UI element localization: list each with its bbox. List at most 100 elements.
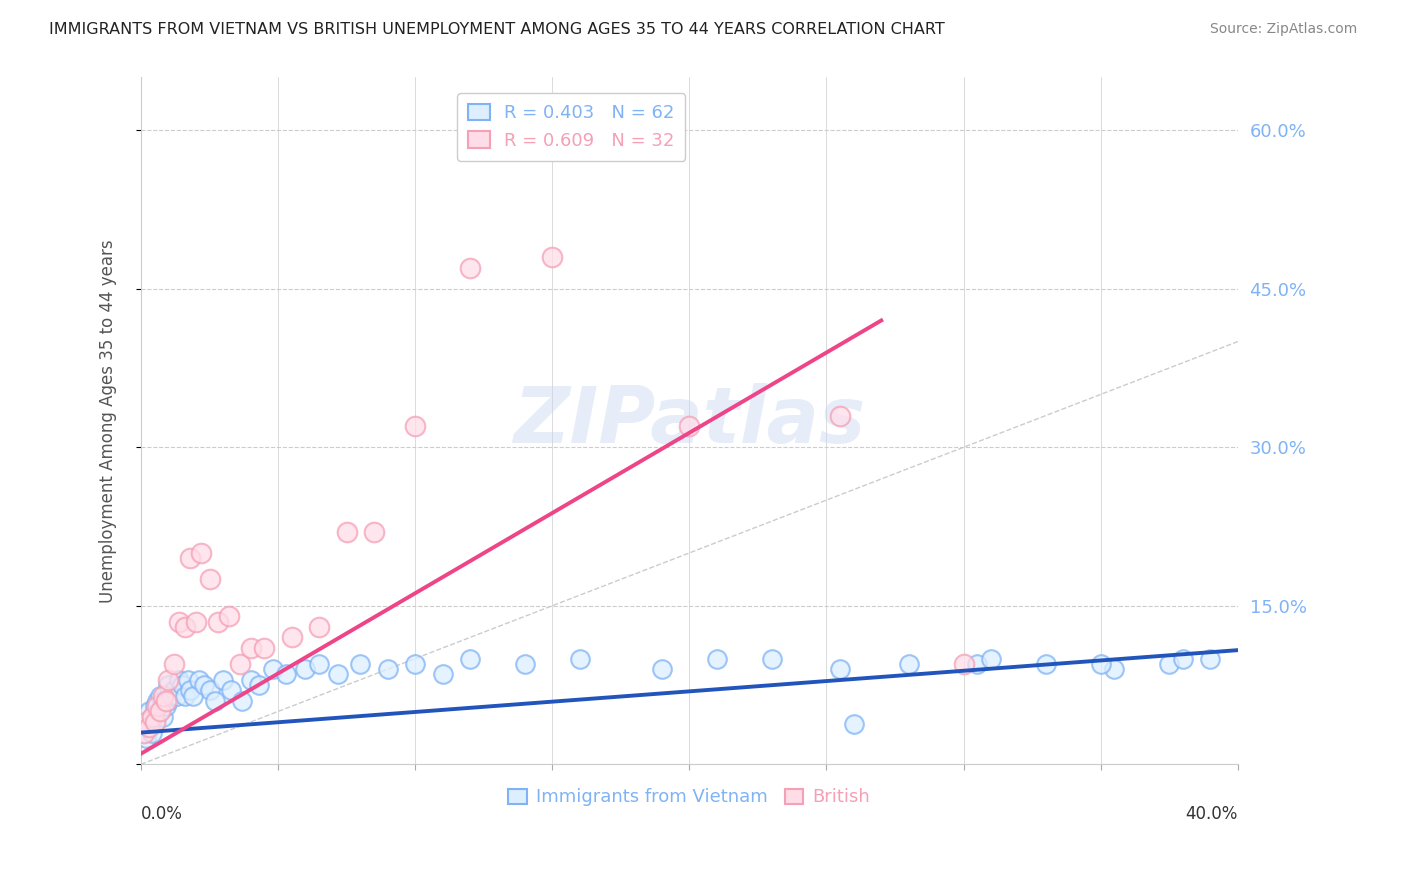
Point (155, 694, 177, 708)
Point (276, 667, 298, 681)
Point (262, 662, 284, 676)
Text: 40.0%: 40.0% (1185, 805, 1237, 823)
Point (897, 657, 920, 671)
Point (651, 662, 673, 676)
Point (152, 689, 174, 703)
Y-axis label: Unemployment Among Ages 35 to 44 years: Unemployment Among Ages 35 to 44 years (100, 239, 117, 603)
Point (143, 699, 166, 714)
Point (349, 657, 371, 671)
Point (228, 657, 250, 671)
Point (135, 714, 157, 729)
Point (146, 694, 169, 708)
Point (149, 689, 172, 703)
Point (146, 709, 169, 723)
Point (152, 709, 174, 723)
Point (952, 657, 974, 671)
Point (830, 409, 852, 423)
Point (143, 714, 166, 729)
Point (146, 699, 169, 714)
Point (149, 705, 172, 719)
Point (193, 678, 215, 692)
Point (761, 651, 783, 665)
Text: 0.0%: 0.0% (141, 805, 183, 823)
Point (239, 640, 262, 655)
Point (155, 699, 177, 714)
Point (138, 720, 160, 734)
Point (152, 694, 174, 708)
Point (132, 725, 155, 739)
Point (1199, 651, 1222, 665)
Point (308, 657, 330, 671)
Point (187, 673, 209, 687)
Legend: Immigrants from Vietnam, British: Immigrants from Vietnam, British (502, 781, 877, 814)
Point (363, 524, 385, 539)
Point (198, 683, 221, 698)
Point (513, 657, 536, 671)
Point (966, 657, 988, 671)
Point (458, 651, 481, 665)
Point (1159, 657, 1181, 671)
Point (190, 546, 212, 560)
Point (135, 714, 157, 729)
Point (328, 667, 350, 681)
Point (132, 725, 155, 739)
Point (308, 620, 330, 634)
Point (141, 709, 163, 723)
Point (678, 419, 700, 434)
Point (281, 631, 304, 645)
Point (842, 717, 865, 731)
Point (169, 615, 191, 629)
Point (980, 651, 1002, 665)
Point (432, 667, 454, 681)
Point (157, 673, 180, 687)
Text: IMMIGRANTS FROM VIETNAM VS BRITISH UNEMPLOYMENT AMONG AGES 35 TO 44 YEARS CORREL: IMMIGRANTS FROM VIETNAM VS BRITISH UNEMP… (49, 22, 945, 37)
Point (138, 720, 160, 734)
Point (247, 678, 270, 692)
Point (163, 683, 186, 698)
Point (1035, 657, 1057, 671)
Point (173, 689, 195, 703)
Point (163, 657, 186, 671)
Text: Source: ZipAtlas.com: Source: ZipAtlas.com (1209, 22, 1357, 37)
Point (157, 694, 180, 708)
Point (138, 705, 160, 719)
Point (143, 714, 166, 729)
Point (1104, 662, 1126, 676)
Text: ZIPatlas: ZIPatlas (513, 383, 866, 458)
Point (458, 260, 481, 275)
Point (204, 694, 226, 708)
Point (176, 673, 198, 687)
Point (1090, 657, 1112, 671)
Point (212, 673, 235, 687)
Point (181, 689, 204, 703)
Point (239, 673, 262, 687)
Point (141, 725, 163, 739)
Point (160, 689, 183, 703)
Point (221, 683, 243, 698)
Point (184, 615, 207, 629)
Point (336, 524, 359, 539)
Point (706, 651, 728, 665)
Point (135, 731, 157, 745)
Point (541, 250, 564, 264)
Point (830, 662, 852, 676)
Point (169, 673, 191, 687)
Point (172, 678, 194, 692)
Point (149, 705, 172, 719)
Point (179, 683, 201, 698)
Point (173, 620, 195, 634)
Point (404, 419, 426, 434)
Point (198, 572, 221, 586)
Point (166, 689, 188, 703)
Point (157, 678, 180, 692)
Point (179, 551, 201, 566)
Point (207, 615, 229, 629)
Point (404, 657, 426, 671)
Point (218, 609, 240, 624)
Point (294, 662, 316, 676)
Point (253, 640, 276, 655)
Point (568, 651, 591, 665)
Point (377, 662, 399, 676)
Point (141, 709, 163, 723)
Point (1171, 651, 1194, 665)
